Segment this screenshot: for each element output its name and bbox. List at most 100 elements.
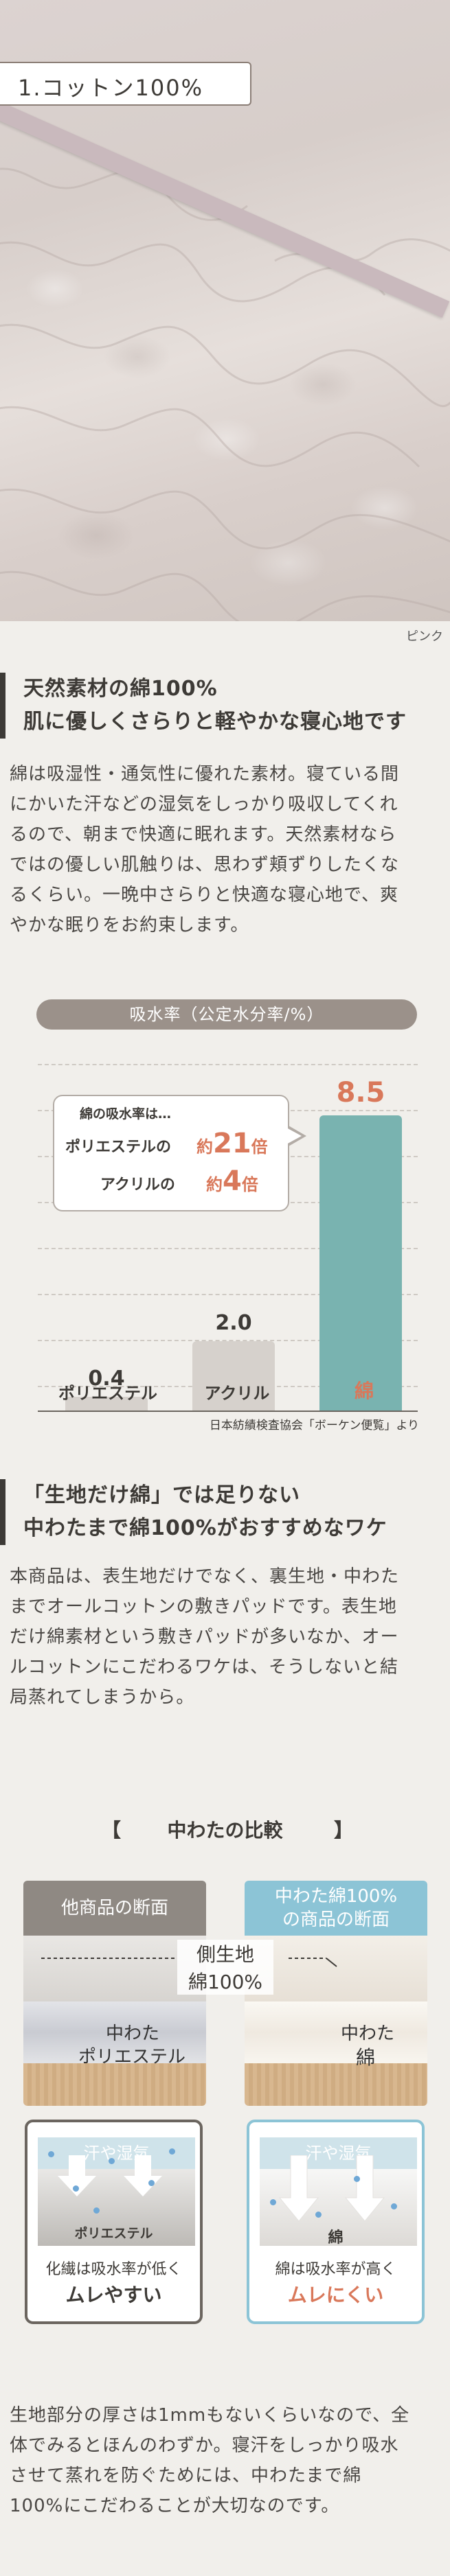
leader-lines xyxy=(41,1958,337,1967)
result-text: ムレにくい xyxy=(287,2284,384,2306)
number: 4 xyxy=(223,1165,242,1197)
inner-label-2: ポリエステル xyxy=(78,2047,186,2067)
body-line: ルコットンにこだわるワケは、そうしないと結 xyxy=(10,1657,398,1678)
body-line: 局蒸れてしまうから。 xyxy=(10,1687,195,1708)
card-header-text: 他商品の断面 xyxy=(60,1898,168,1918)
body-paragraph: 本商品は、表生地だけでなく、裏生地・中わた までオールコットンの敷きパッドです。… xyxy=(10,1562,441,1713)
bar-chart: 0.4 2.0 8.5 xyxy=(38,1043,418,1414)
side-label-line-1: 側生地 xyxy=(196,1943,254,1966)
water-drop xyxy=(169,2148,175,2155)
down-arrows-icon xyxy=(58,2155,162,2196)
footer-line: 100%にこだわることが大切なのです。 xyxy=(10,2496,340,2516)
body-line: やかな眠りをお約束します。 xyxy=(10,915,249,936)
heading-line-1: 「生地だけ綿」では足りない xyxy=(23,1483,300,1507)
section-title: 1.コットン100% xyxy=(18,75,204,101)
unit: 倍 xyxy=(251,1137,268,1157)
inner-label-1: 中わた xyxy=(341,2023,395,2044)
note-text: 化繊は吸水率が低く xyxy=(45,2261,182,2278)
water-drop xyxy=(48,2151,54,2157)
gridline xyxy=(38,1340,418,1341)
callout-polyester-value: 約21倍 xyxy=(196,1128,268,1159)
body-line: 本商品は、表生地だけでなく、裏生地・中わた xyxy=(10,1566,400,1587)
water-drop xyxy=(270,2199,276,2205)
number: 21 xyxy=(213,1128,251,1159)
callout-pointer-fill xyxy=(286,1128,302,1144)
bracket-left: 【 xyxy=(102,1819,122,1842)
water-drop xyxy=(354,2176,360,2182)
callout-line-1: 綿の吸水率は… xyxy=(80,1106,172,1122)
bar-cotton xyxy=(319,1115,402,1411)
bar-value-label: 0.4 xyxy=(88,1366,125,1391)
gridline xyxy=(38,1064,418,1065)
gridline xyxy=(38,1294,418,1295)
wood-background xyxy=(23,2063,206,2106)
bracket-right: 】 xyxy=(334,1819,354,1842)
body-line: だけ綿素材という敷きパッドが多いなか、オー xyxy=(10,1627,399,1647)
inner-label-1: 中わた xyxy=(106,2023,160,2044)
top-layer xyxy=(23,1936,206,2001)
x-axis-line xyxy=(38,1411,418,1412)
heading-line-1: 天然素材の綿100% xyxy=(23,677,218,701)
heading-bar xyxy=(0,1479,5,1545)
footer-line: 体でみるとほんのわずか。寝汗をしっかり吸水 xyxy=(10,2435,399,2456)
heading-line-2: 肌に優しくさらりと軽やかな寝心地です xyxy=(23,710,407,734)
bar-value-label: 2.0 xyxy=(215,1310,252,1335)
cross-section-cotton: 中わた綿100% の商品の断面 中わた 綿 xyxy=(245,1881,427,2106)
water-drop xyxy=(73,2185,79,2192)
body-line: 綿は吸湿性・通気性に優れた素材。寝ている間 xyxy=(10,764,400,785)
quilt-texture xyxy=(0,167,450,621)
top-layer xyxy=(245,1936,427,2001)
chart-source: 日本紡績検査協会「ボーケン便覧」より xyxy=(209,1419,419,1432)
callout-acrylic-label: アクリルの xyxy=(100,1176,175,1194)
water-drop xyxy=(109,2158,115,2164)
card-header-line-2: の商品の断面 xyxy=(282,1910,390,1930)
chart-title: 吸水率（公定水分率/%） xyxy=(36,999,417,1030)
callout-acrylic-value: 約4倍 xyxy=(206,1165,258,1197)
x-tick-acrylic: アクリル xyxy=(204,1384,270,1403)
body-line: にかいた汗などの湿気をしっかり吸収してくれ xyxy=(10,794,398,815)
footer-paragraph: 生地部分の厚さは1mmもないくらいなので、全 体でみるとほんのわずか。寝汗をしっ… xyxy=(10,2400,441,2521)
footer-line: させて蒸れを防ぐためには、中わたまで綿 xyxy=(10,2465,362,2486)
callout-polyester-label: ポリエステルの xyxy=(65,1139,172,1156)
body-line: るので、朝まで快適に眠れます。天然素材なら xyxy=(10,824,397,845)
polyester-diagram: 汗や湿気 ポリエステル 化繊は吸水率が低く ムレやすい xyxy=(25,2120,203,2324)
wood-background xyxy=(245,2063,427,2106)
material-label: 綿 xyxy=(328,2229,344,2247)
body-line: までオールコットンの敷きパッドです。表生地 xyxy=(10,1597,397,1617)
card-header: 中わた綿100% の商品の断面 xyxy=(245,1881,427,1936)
heading-line-2: 中わたまで綿100%がおすすめなワケ xyxy=(23,1516,387,1540)
material-label: ポリエステル xyxy=(74,2226,153,2241)
footer-line: 生地部分の厚さは1mmもないくらいなので、全 xyxy=(10,2405,410,2426)
comparison-title: 中わたの比較 xyxy=(167,1819,283,1842)
water-drop xyxy=(93,2207,100,2214)
prefix: 約 xyxy=(196,1137,213,1157)
side-label-line-2: 綿100% xyxy=(188,1971,263,1993)
x-tick-cotton: 綿 xyxy=(354,1380,374,1402)
water-drop xyxy=(391,2203,397,2209)
heading-bar xyxy=(0,673,5,739)
result-text: ムレやすい xyxy=(65,2284,162,2306)
water-drop xyxy=(148,2180,155,2186)
color-caption: ピンク xyxy=(406,629,443,644)
side-fabric-label: 側生地 綿100% xyxy=(177,1940,273,1995)
water-drop xyxy=(315,2212,322,2218)
body-line: ではの優しい肌触りは、思わず頬ずりしたくな xyxy=(10,855,400,875)
title-box xyxy=(0,62,251,106)
prefix: 約 xyxy=(206,1175,223,1194)
body-paragraph: 綿は吸湿性・通気性に優れた素材。寝ている間 にかいた汗などの湿気をしっかり吸収し… xyxy=(10,759,441,940)
bar-polyester xyxy=(65,1396,148,1411)
cross-section-other: 他商品の断面 中わた ポリエステル xyxy=(23,1881,206,2106)
cotton-diagram: 汗や湿気 綿 綿は吸水率が高く ムレにくい xyxy=(247,2120,425,2324)
gridline xyxy=(38,1248,418,1249)
inner-label-2: 綿 xyxy=(356,2046,376,2069)
bar-acrylic xyxy=(192,1341,275,1411)
cotton-layer xyxy=(245,2001,427,2063)
card-header: 他商品の断面 xyxy=(23,1881,206,1936)
down-arrows-icon xyxy=(278,2155,385,2222)
unit: 倍 xyxy=(241,1175,258,1194)
card-header-line-1: 中わた綿100% xyxy=(274,1886,398,1907)
bar-value-label: 8.5 xyxy=(336,1077,385,1109)
body-line: るくらい。一晩中さらりと快適な寝心地で、爽 xyxy=(10,885,398,905)
polyester-layer xyxy=(23,2001,206,2063)
callout-box xyxy=(53,1095,289,1211)
